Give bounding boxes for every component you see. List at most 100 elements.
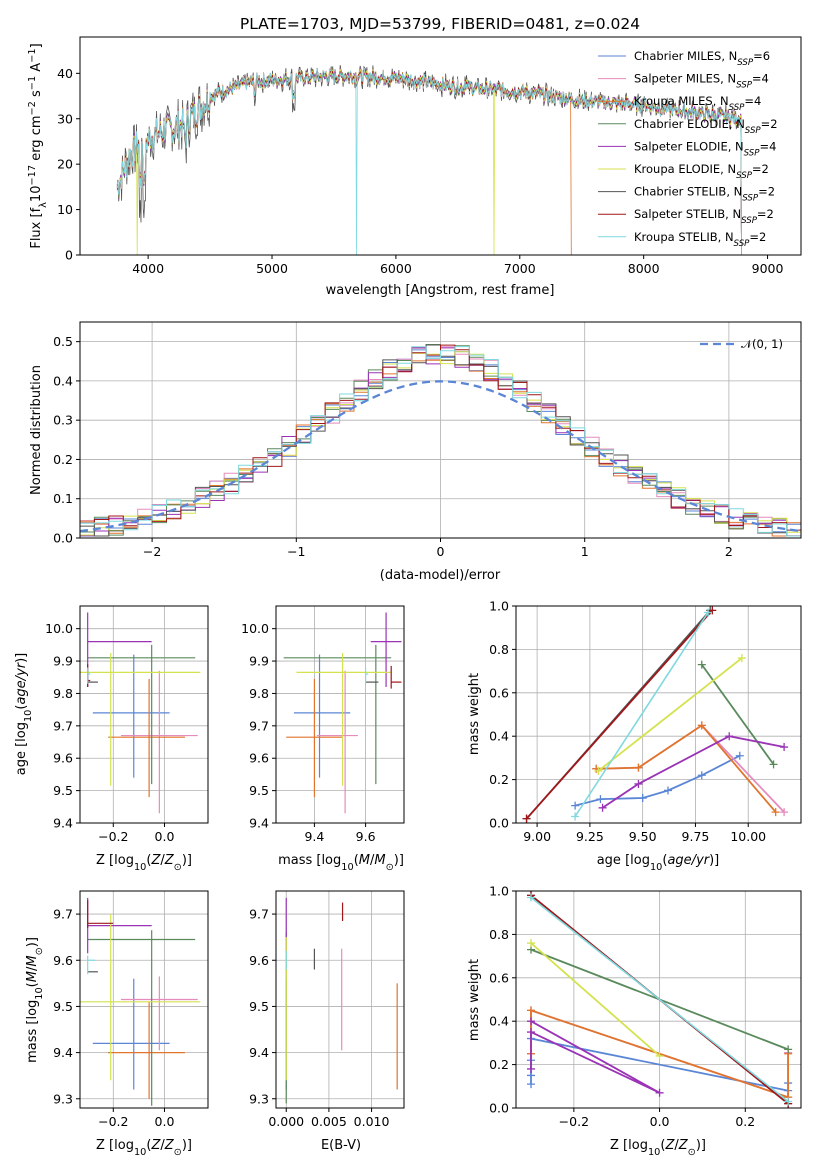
mass_vs_Z-errorbar	[87, 955, 96, 975]
x-tick-label: 9.75	[682, 829, 710, 844]
y-tick-label: 9.6	[249, 953, 269, 968]
y-tick-label: 0.0	[489, 1101, 509, 1116]
mass_vs_Z-errorbar	[87, 900, 114, 928]
x-tick-label: 9.4	[304, 829, 324, 844]
legend-label: Chabrier STELIB, NSSP=2	[634, 185, 775, 204]
y-tick-label: 0.2	[489, 1057, 509, 1072]
y-tick-label: 0.6	[489, 685, 509, 700]
weight_vs_Z-marker	[527, 1006, 535, 1015]
x-tick-label: 6000	[380, 261, 412, 276]
age_vs_Z-errorbar	[87, 667, 91, 684]
age_vs_mass-errorbar	[296, 652, 392, 786]
spectrum-axes	[76, 72, 769, 259]
age_vs_mass-errorbar	[293, 654, 351, 778]
mass_vs_Z-frame	[79, 890, 209, 1109]
hist-frame	[79, 321, 802, 539]
x-tick-label: 9.00	[523, 829, 551, 844]
y-tick-label: 9.7	[249, 907, 269, 922]
x-tick-label: 0.005	[311, 1114, 347, 1129]
mass-ylabel: mass [log10(M/M⊙)]	[25, 937, 45, 1063]
x-tick-label: −0.2	[559, 1114, 589, 1129]
mass_vs_EBV-frame	[275, 890, 405, 1109]
legend-label: Chabrier ELODIE, NSSP=2	[634, 117, 778, 136]
age_vs_mass-errorbar	[286, 678, 343, 798]
weight_vs_age-marker	[780, 808, 789, 817]
y-tick-label: 0.4	[489, 729, 509, 744]
spectrum-xlabel: wavelength [Angstrom, rest frame]	[326, 283, 555, 298]
weight_vs_age-marker	[638, 794, 647, 803]
weight_vs_age-line	[574, 754, 741, 807]
x-tick-label: 0.010	[354, 1114, 390, 1129]
y-tick-label: 9.4	[53, 1045, 73, 1060]
y-tick-label: 9.4	[249, 816, 269, 831]
y-tick-label: 0.2	[53, 452, 73, 467]
y-tick-label: 9.7	[53, 718, 73, 733]
weight_vs_age-marker	[769, 760, 778, 769]
y-tick-label: 9.8	[249, 686, 269, 701]
y-tick-label: 0.4	[489, 1014, 509, 1029]
age_vs_mass-errorbar	[316, 670, 358, 814]
y-tick-label: 30	[57, 111, 73, 126]
weight-ylabel: mass weight	[467, 959, 482, 1041]
weight_vs_age-marker	[771, 808, 780, 817]
weight_vs_age-marker	[780, 743, 789, 752]
y-tick-label: 10.0	[241, 621, 269, 636]
z-xlabel: Z [log10(Z/Z⊙)]	[96, 1138, 192, 1158]
y-tick-label: 9.4	[53, 816, 73, 831]
y-tick-label: 9.5	[249, 999, 269, 1014]
y-tick-label: 0.4	[53, 373, 73, 388]
x-tick-label: 0.000	[268, 1114, 304, 1129]
y-tick-label: 1.0	[489, 884, 509, 899]
y-tick-label: 10	[57, 202, 73, 217]
legend-label: Salpeter STELIB, NSSP=2	[634, 207, 774, 226]
y-tick-label: 9.4	[249, 1045, 269, 1060]
mass_vs_EBV-axes	[272, 891, 404, 1112]
age_vs_Z-errorbar	[87, 612, 152, 687]
weight_vs_Z-line	[530, 1020, 661, 1094]
ebv-xlabel: E(B-V)	[321, 1138, 361, 1153]
legend-label: Kroupa STELIB, NSSP=2	[634, 230, 766, 249]
age_vs_Z-errorbar	[120, 670, 198, 814]
x-tick-label: 0.0	[650, 1114, 670, 1129]
figure-title: PLATE=1703, MJD=53799, FIBERID=0481, z=0…	[240, 15, 640, 33]
y-tick-label: 0.3	[53, 413, 73, 428]
mass_vs_Z-errorbar	[87, 897, 152, 954]
weight_vs_age-marker	[634, 779, 643, 788]
x-tick-label: 4000	[132, 261, 164, 276]
mass_vs_Z-errorbar	[87, 930, 196, 1106]
weight_vs_age-marker	[725, 732, 734, 741]
y-tick-label: 9.3	[53, 1091, 73, 1106]
x-tick-label: 8000	[628, 261, 660, 276]
weight_vs_age-line	[574, 612, 709, 817]
x-tick-label: −0.2	[98, 1114, 128, 1129]
x-tick-label: 9.6	[356, 829, 376, 844]
legend-label: Kroupa MILES, NSSP=4	[634, 94, 761, 113]
y-tick-label: 9.7	[53, 907, 73, 922]
y-tick-label: 0.8	[489, 927, 509, 942]
weight_vs_age-marker	[571, 801, 580, 810]
weight_vs_Z-marker	[655, 1051, 664, 1060]
y-tick-label: 0	[65, 248, 73, 263]
weight_vs_age-line	[602, 735, 785, 809]
weight_vs_age-marker	[594, 766, 603, 775]
x-tick-label: 9.50	[629, 829, 657, 844]
mass_vs_Z-errorbar	[108, 1001, 185, 1099]
y-tick-label: 9.5	[249, 783, 269, 798]
weight_vs_Z-marker	[784, 1045, 793, 1054]
weight_vs_age-line	[701, 664, 775, 765]
y-tick-label: 9.6	[53, 751, 73, 766]
y-tick-label: 9.7	[249, 718, 269, 733]
weight_vs_Z-marker	[527, 1028, 535, 1037]
legend-label: Salpeter ELODIE, NSSP=4	[634, 139, 776, 158]
weight_vs_age-marker	[708, 606, 717, 615]
age_vs_Z-errorbar	[92, 654, 170, 778]
weight_vs_Z-frame	[515, 890, 802, 1109]
x-tick-label: 0.2	[735, 1114, 755, 1129]
age_vs_Z-frame	[79, 605, 209, 824]
weight_vs_age-marker	[596, 795, 605, 804]
mass_vs_Z-errorbar	[80, 914, 201, 1081]
x-tick-label: −1	[287, 544, 305, 559]
weight_vs_Z-marker	[527, 1064, 535, 1073]
y-tick-label: 40	[57, 66, 73, 81]
weight_vs_Z-marker	[655, 1088, 664, 1097]
